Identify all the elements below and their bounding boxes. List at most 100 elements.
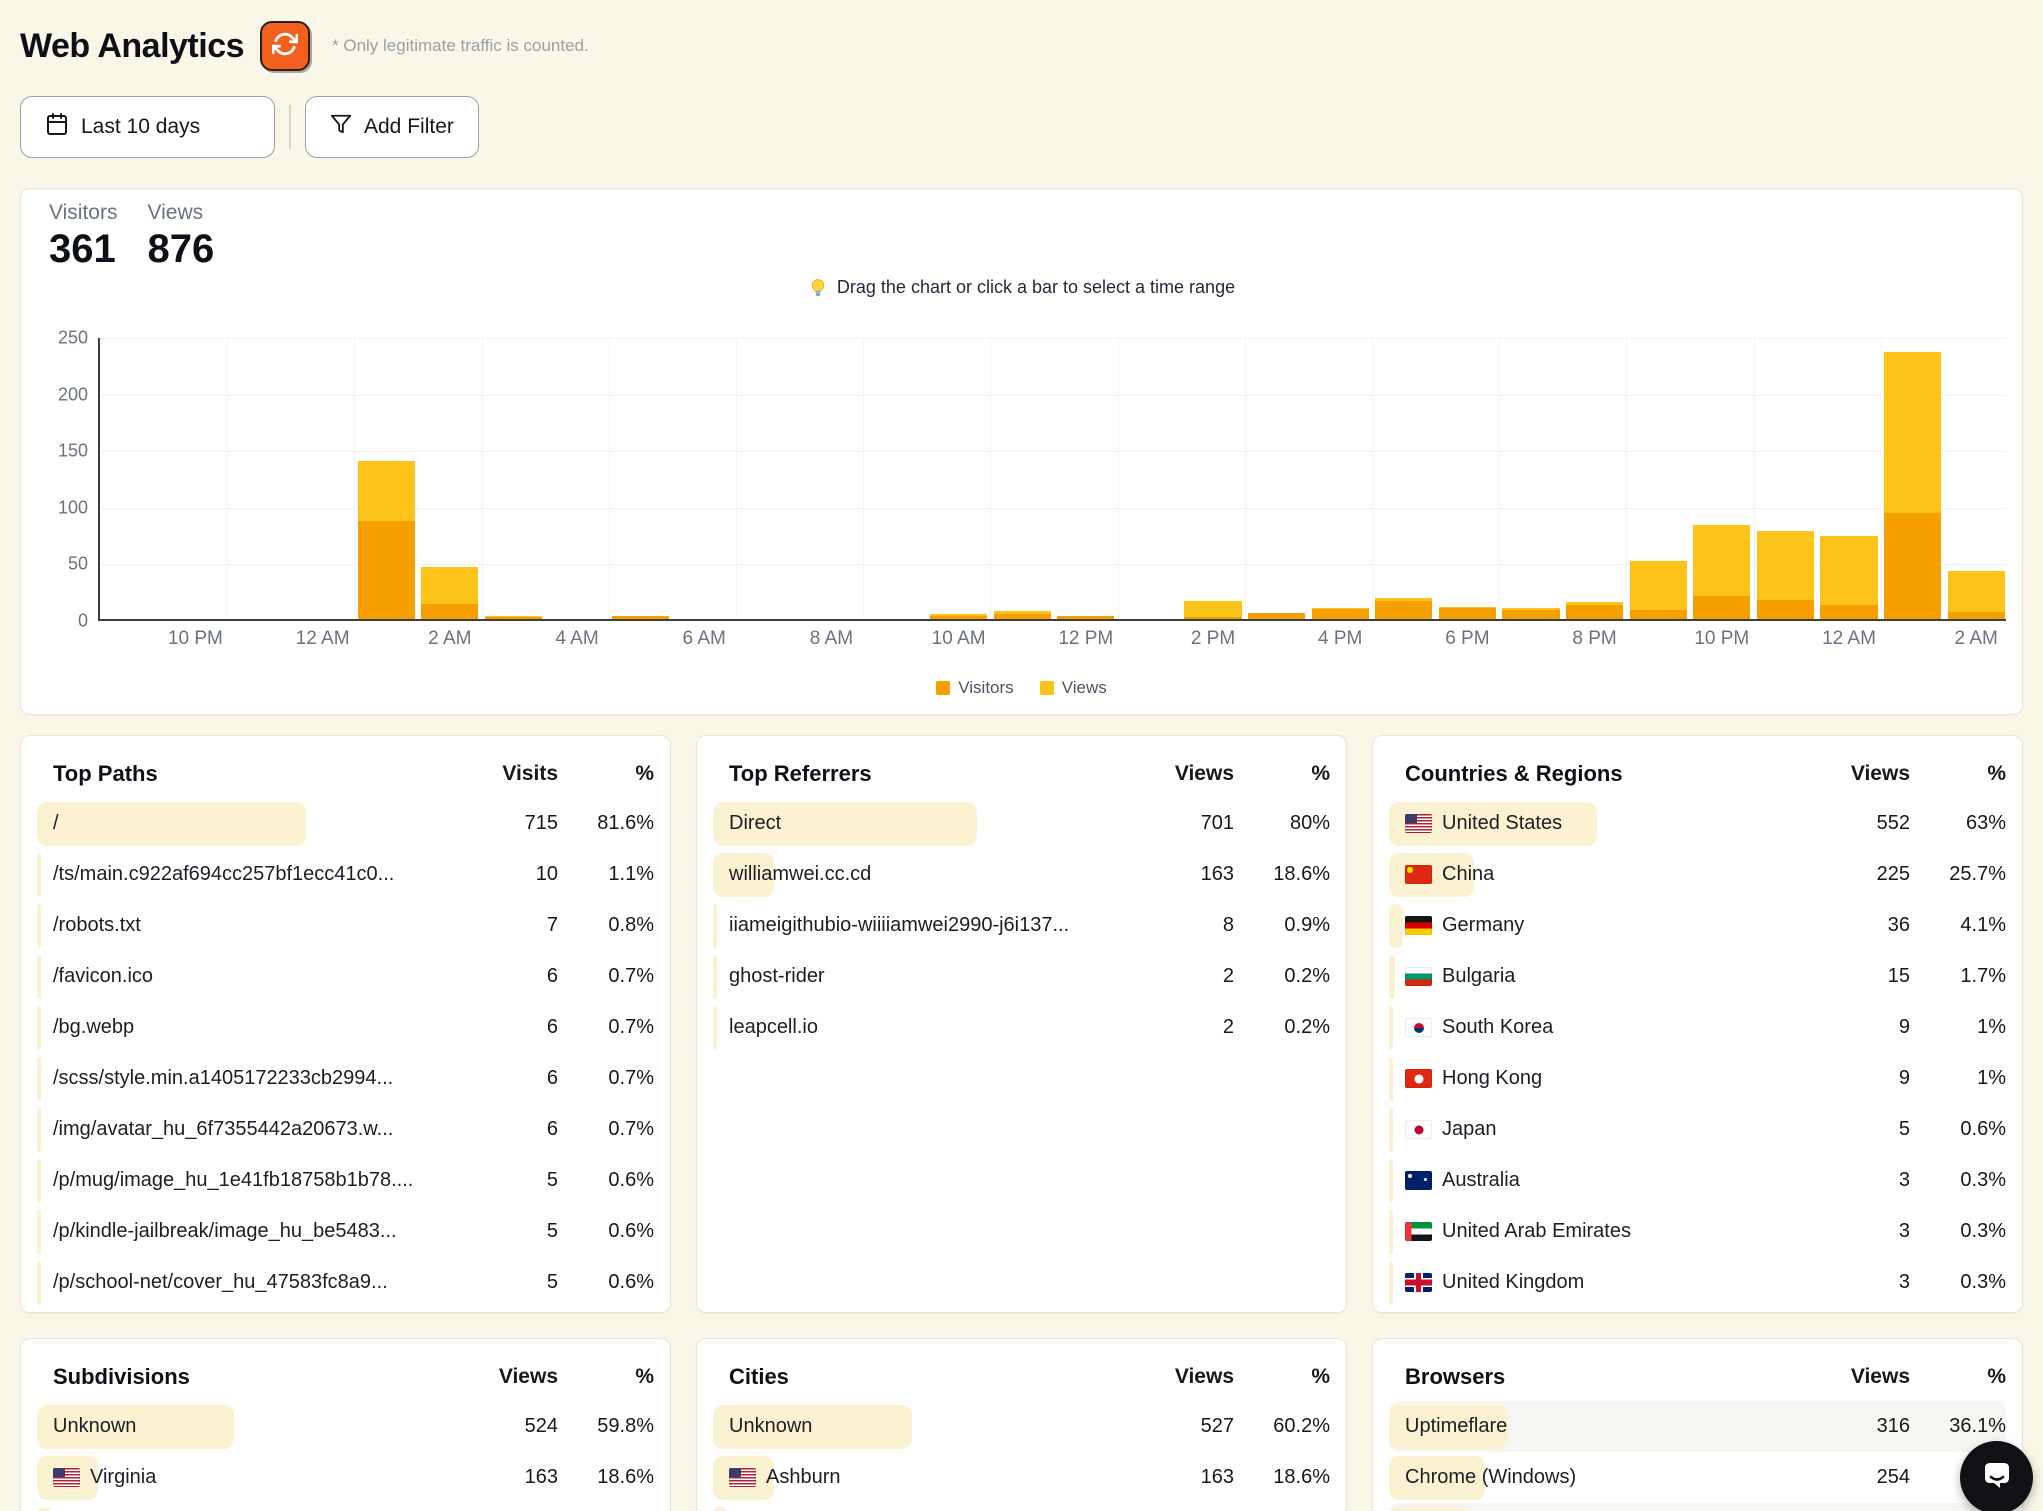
table-row[interactable]: Unknown 527 60.2% — [713, 1401, 1330, 1452]
table-row[interactable]: United Kingdom 3 0.3% — [1389, 1257, 2006, 1308]
traffic-bar-chart[interactable]: 0 50 100 150 200 250 10 PM 12 AM 2 AM 4 AM 6 AM 8 A… — [58, 328, 2006, 649]
visitors-bar[interactable] — [1947, 612, 2005, 619]
v-gridline — [1626, 338, 1628, 619]
chat-widget-button[interactable] — [1960, 1441, 2033, 1511]
row-value: 2 — [1222, 1016, 1234, 1038]
row-value: 715 — [524, 812, 558, 834]
table-row[interactable]: Direct 701 80% — [713, 798, 1330, 849]
row-label-text: Unknown — [729, 1415, 813, 1437]
row-percent: 80% — [1289, 812, 1330, 834]
visitors-bar[interactable] — [1756, 599, 1814, 619]
visitors-bar[interactable] — [1438, 607, 1496, 619]
table-row[interactable]: Chrome (Windows)25429% — [1389, 1452, 2006, 1503]
visitors-bar[interactable] — [357, 520, 415, 619]
table-row[interactable]: Bulgaria 15 1.7% — [1389, 951, 2006, 1002]
row-value: 527 — [1200, 1415, 1234, 1437]
visitors-bar[interactable] — [1693, 596, 1751, 619]
table-row[interactable]: United States 552 63% — [1389, 798, 2006, 849]
visitors-bar[interactable] — [1820, 605, 1878, 619]
row-value: 6 — [546, 1118, 558, 1140]
table-header-subdivisions: Subdivisions Views% — [37, 1353, 654, 1401]
table-row[interactable]: /p/mug/image_hu_1e41fb18758b1b78.... 5 0.6… — [37, 1155, 654, 1206]
refresh-button[interactable] — [260, 21, 311, 71]
row-percent: 63% — [1965, 812, 2006, 834]
legend-item: Views — [1039, 678, 1107, 698]
table-row[interactable]: Hong Kong 9 1% — [1389, 1053, 2006, 1104]
views-bar[interactable] — [1629, 561, 1687, 619]
row-percent: 59.8% — [597, 1415, 654, 1437]
value-column-header: Views — [1850, 762, 1910, 785]
visitors-bar[interactable] — [1057, 615, 1115, 619]
pct-column-header: % — [1987, 762, 2006, 785]
proportion-highlight — [1389, 1456, 1485, 1500]
table-row[interactable]: /ts/main.c922af694cc257bf1ecc41c0... 10 1.… — [37, 849, 654, 900]
visitors-bar[interactable] — [929, 615, 988, 619]
table-row[interactable]: Japan 5 0.6% — [1389, 1104, 2006, 1155]
visitors-bar[interactable] — [611, 615, 670, 619]
visitors-bar[interactable] — [1502, 609, 1560, 619]
table-row[interactable]: /robots.txt 7 0.8% — [37, 900, 654, 951]
row-label-text: United Kingdom — [1442, 1271, 1585, 1293]
value-column-header: Views — [1850, 1365, 1910, 1388]
visitors-bar[interactable] — [1184, 616, 1242, 619]
row-value: 552 — [1876, 812, 1910, 834]
visitors-bar[interactable] — [421, 604, 479, 619]
table-row[interactable]: /p/school-net/cover_hu_47583fc8a9... 5 0.6… — [37, 1257, 654, 1308]
table-row[interactable]: iiameigithubio-wiiiiamwei2990-j6i137... 8… — [713, 900, 1330, 951]
table-row[interactable]: / 715 81.6% — [37, 798, 654, 849]
row-label-text: Direct — [729, 812, 782, 834]
row-label-text: /p/kindle-jailbreak/image_hu_be5483... — [53, 1220, 397, 1242]
table-row[interactable]: Hesse364.1% — [37, 1503, 654, 1511]
table-row[interactable]: Frankfurt am Main364.1% — [713, 1503, 1330, 1511]
table-row[interactable]: Ashburn 163 18.6% — [713, 1452, 1330, 1503]
filter-bar: Last 10 days Add Filter — [20, 96, 2023, 158]
table-row[interactable]: /scss/style.min.a1405172233cb2994... 6 0.7… — [37, 1053, 654, 1104]
v-gridline — [736, 338, 737, 619]
row-label-text: United Arab Emirates — [1442, 1220, 1631, 1242]
x-axis-tick-label: 10 PM — [167, 628, 223, 649]
row-label-text: williamwei.cc.cd — [729, 863, 872, 885]
table-row[interactable]: williamwei.cc.cd 163 18.6% — [713, 849, 1330, 900]
table-row[interactable]: leapcell.io 2 0.2% — [713, 1002, 1330, 1053]
table-row[interactable]: /p/kindle-jailbreak/image_hu_be5483... 5 0… — [37, 1206, 654, 1257]
table-row[interactable]: Others21124.1% — [1389, 1503, 2006, 1511]
visitors-bar[interactable] — [1311, 608, 1369, 619]
table-row[interactable]: ghost-rider 2 0.2% — [713, 951, 1330, 1002]
h-gridline — [100, 338, 2006, 339]
table-row[interactable]: /img/avatar_hu_6f7355442a20673.w... 6 0.7% — [37, 1104, 654, 1155]
table-title: Subdivisions — [53, 1364, 190, 1389]
table-row[interactable]: /favicon.ico 6 0.7% — [37, 951, 654, 1002]
table-row[interactable]: Unknown 524 59.8% — [37, 1401, 654, 1452]
visitors-bar[interactable] — [1247, 613, 1306, 619]
table-row[interactable]: /bg.webp 6 0.7% — [37, 1002, 654, 1053]
table-row[interactable]: China 225 25.7% — [1389, 849, 2006, 900]
table-row[interactable]: Virginia 163 18.6% — [37, 1452, 654, 1503]
views-bar[interactable] — [1184, 600, 1242, 619]
row-percent: 0.6% — [608, 1169, 654, 1191]
row-percent: 0.2% — [1284, 1016, 1330, 1038]
date-range-button[interactable]: Last 10 days — [20, 96, 275, 158]
table-row[interactable]: United Arab Emirates 3 0.3% — [1389, 1206, 2006, 1257]
row-label: South Korea — [1389, 1016, 1790, 1039]
table-row[interactable]: Germany 36 4.1% — [1389, 900, 2006, 951]
add-filter-button[interactable]: Add Filter — [305, 96, 479, 158]
visitors-bar[interactable] — [1629, 609, 1687, 619]
table-row[interactable]: Australia 3 0.3% — [1389, 1155, 2006, 1206]
x-axis-tick-label: 2 PM — [1190, 628, 1236, 649]
views-bar[interactable] — [1820, 536, 1878, 619]
proportion-highlight — [37, 904, 41, 948]
chart-tip: Drag the chart or click a bar to select … — [21, 277, 2022, 298]
row-label-text: Virginia — [90, 1466, 157, 1488]
visitors-bar[interactable] — [484, 616, 542, 619]
row-label-text: /img/avatar_hu_6f7355442a20673.w... — [53, 1118, 394, 1140]
visitors-bar[interactable] — [993, 614, 1051, 619]
row-label: /p/mug/image_hu_1e41fb18758b1b78.... — [37, 1169, 438, 1192]
visitors-bar[interactable] — [1883, 512, 1942, 619]
visitors-bar[interactable] — [1565, 605, 1624, 619]
row-value: 2 — [1222, 965, 1234, 987]
views-bar[interactable] — [1947, 571, 2005, 619]
table-row[interactable]: Uptimeflare 316 36.1% — [1389, 1401, 2006, 1452]
table-row[interactable]: South Korea 9 1% — [1389, 1002, 2006, 1053]
row-label: ghost-rider — [713, 965, 1114, 988]
visitors-bar[interactable] — [1375, 600, 1433, 619]
